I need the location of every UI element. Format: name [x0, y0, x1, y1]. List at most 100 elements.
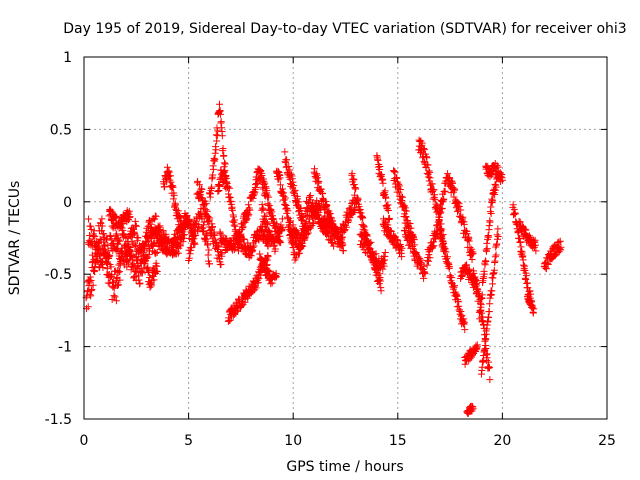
- data-point: [99, 263, 107, 271]
- data-point: [116, 237, 124, 245]
- data-point: [288, 175, 296, 183]
- data-point: [420, 146, 428, 154]
- data-point: [107, 263, 115, 271]
- data-point: [433, 231, 441, 239]
- data-point: [233, 307, 241, 315]
- data-point: [278, 215, 286, 223]
- data-point: [356, 205, 364, 213]
- data-point: [311, 201, 319, 209]
- data-point: [242, 216, 250, 224]
- data-point: [555, 238, 563, 246]
- data-point: [266, 267, 274, 275]
- data-point: [425, 257, 433, 265]
- data-point: [173, 250, 181, 258]
- data-point: [295, 198, 303, 206]
- data-point: [398, 193, 406, 201]
- data-point: [481, 345, 489, 353]
- data-point: [424, 161, 432, 169]
- data-point: [359, 214, 367, 222]
- data-point: [374, 156, 382, 164]
- data-point: [88, 286, 96, 294]
- y-tick-label: -1: [58, 340, 72, 356]
- data-point: [89, 281, 97, 289]
- data-point: [259, 264, 267, 272]
- data-point: [557, 243, 565, 251]
- data-point: [231, 244, 239, 252]
- data-point: [302, 211, 310, 219]
- data-point: [425, 167, 433, 175]
- data-point: [292, 227, 300, 235]
- data-point: [226, 184, 234, 192]
- data-point: [486, 218, 494, 226]
- data-point: [112, 297, 120, 305]
- data-point: [477, 301, 485, 309]
- data-point: [134, 234, 142, 242]
- data-point: [125, 207, 133, 215]
- data-point: [330, 242, 338, 250]
- data-point: [274, 167, 282, 175]
- data-point: [443, 253, 451, 261]
- data-point: [262, 213, 270, 221]
- data-point: [122, 234, 130, 242]
- data-point: [431, 195, 439, 203]
- data-point: [382, 220, 390, 228]
- data-point: [87, 222, 95, 230]
- data-point: [401, 204, 409, 212]
- data-point: [402, 207, 410, 215]
- data-point: [213, 137, 221, 145]
- data-point: [258, 172, 266, 180]
- data-point: [401, 227, 409, 235]
- data-point: [385, 214, 393, 222]
- data-point: [441, 187, 449, 195]
- data-point: [215, 243, 223, 251]
- data-point: [423, 154, 431, 162]
- data-point: [194, 177, 202, 185]
- data-point: [444, 170, 452, 178]
- data-point: [188, 236, 196, 244]
- data-point: [126, 243, 134, 251]
- data-point: [91, 232, 99, 240]
- data-point: [189, 237, 196, 245]
- data-point: [183, 211, 191, 219]
- data-point: [276, 232, 284, 240]
- data-point: [126, 213, 134, 221]
- data-point: [542, 265, 550, 273]
- data-point: [476, 306, 484, 314]
- data-point: [474, 286, 482, 294]
- x-tick-label: 5: [184, 433, 193, 449]
- data-point: [493, 161, 501, 169]
- data-point: [294, 195, 302, 203]
- y-tick-label: 1: [63, 50, 72, 66]
- data-point: [142, 238, 150, 246]
- data-point: [179, 228, 187, 236]
- data-point: [313, 205, 321, 213]
- data-point: [517, 243, 525, 251]
- data-point: [448, 274, 456, 282]
- data-point: [384, 221, 392, 229]
- data-point: [132, 222, 140, 230]
- data-point: [272, 273, 280, 281]
- x-tick-label: 25: [598, 433, 616, 449]
- data-point: [465, 266, 473, 274]
- data-point: [487, 203, 495, 211]
- data-point: [287, 170, 295, 178]
- data-point: [140, 251, 148, 259]
- data-point: [85, 215, 93, 223]
- data-point: [152, 259, 160, 267]
- data-point: [113, 281, 121, 289]
- data-point: [482, 257, 490, 265]
- data-point: [265, 268, 273, 276]
- data-point: [116, 276, 124, 284]
- y-tick-label: -1.5: [45, 412, 72, 428]
- data-point: [172, 241, 180, 249]
- data-point: [162, 244, 170, 252]
- data-point: [465, 237, 473, 245]
- y-tick-label: 0.5: [50, 122, 72, 138]
- data-point: [271, 245, 279, 253]
- data-point: [492, 251, 500, 259]
- data-point: [279, 224, 287, 232]
- data-point: [491, 253, 499, 261]
- data-point: [380, 262, 388, 270]
- data-point: [147, 220, 155, 228]
- data-point: [289, 178, 297, 186]
